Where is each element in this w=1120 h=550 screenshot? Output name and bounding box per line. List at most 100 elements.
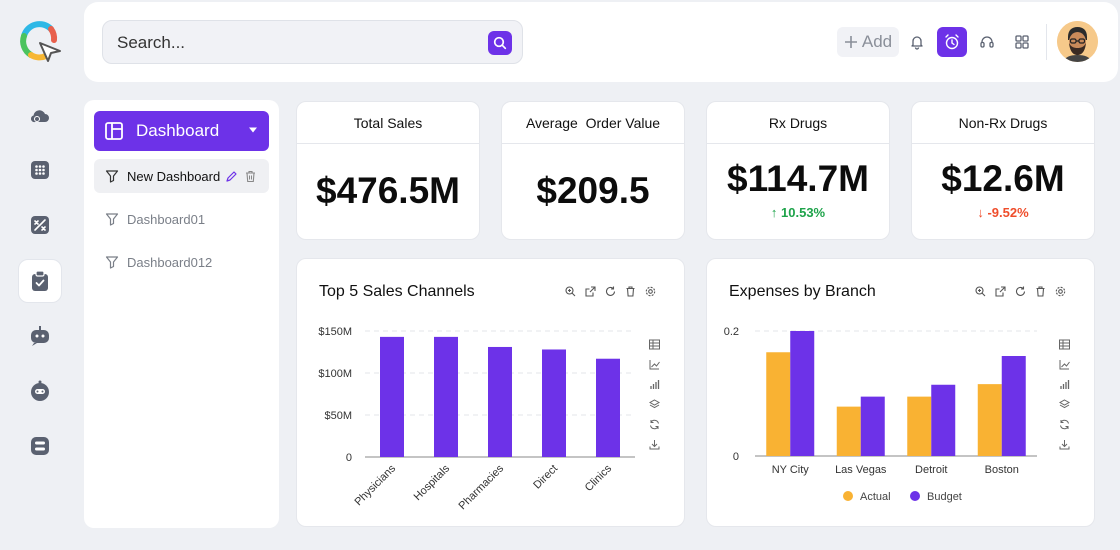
apps-button[interactable] bbox=[1007, 27, 1037, 57]
download-icon[interactable] bbox=[648, 438, 660, 450]
kpi-title: Average Order Value bbox=[502, 102, 684, 144]
legend-swatch bbox=[910, 491, 920, 501]
y-tick-label: 0.2 bbox=[724, 326, 739, 338]
delete-icon[interactable] bbox=[1034, 285, 1046, 297]
delete-icon[interactable] bbox=[243, 169, 257, 183]
kpi-title: Total Sales bbox=[297, 102, 479, 144]
chart-title: Expenses by Branch bbox=[729, 283, 876, 300]
open-external-icon[interactable] bbox=[994, 285, 1006, 297]
line-chart-icon[interactable] bbox=[1058, 358, 1070, 370]
y-tick-label: $50M bbox=[324, 410, 352, 422]
chart-toolbar bbox=[974, 285, 1066, 297]
rail-bot-icon[interactable] bbox=[18, 314, 62, 358]
dashboard-item-01[interactable]: Dashboard01 bbox=[94, 202, 269, 236]
kpi-change-value: -9.52% bbox=[987, 205, 1029, 220]
bar-actual bbox=[907, 396, 932, 456]
kpi-card-average-order-value: Average Order Value $209.5 bbox=[501, 101, 685, 240]
kpi-title: Rx Drugs bbox=[707, 102, 889, 144]
alarm-clock-icon bbox=[945, 34, 959, 50]
bar bbox=[380, 336, 404, 457]
zoom-icon[interactable] bbox=[974, 285, 986, 297]
bar bbox=[542, 349, 566, 457]
bar-chart-icon[interactable] bbox=[1058, 378, 1070, 390]
rail-apps-grid-icon[interactable] bbox=[18, 148, 62, 192]
search-icon bbox=[493, 36, 507, 50]
topbar-divider bbox=[1046, 24, 1047, 60]
rail-toggle-icon[interactable] bbox=[18, 424, 62, 468]
download-icon[interactable] bbox=[1058, 438, 1070, 450]
rail-clipboard-check-icon[interactable] bbox=[18, 259, 62, 303]
line-chart-icon[interactable] bbox=[648, 358, 660, 370]
refresh-icon[interactable] bbox=[1014, 285, 1026, 297]
bar bbox=[596, 358, 620, 457]
settings-icon[interactable] bbox=[644, 285, 656, 297]
dashboard-selector-label: Dashboard bbox=[136, 121, 220, 140]
edit-icon[interactable] bbox=[224, 169, 238, 183]
y-tick-label: $150M bbox=[318, 326, 352, 338]
top-bar: Add bbox=[84, 2, 1118, 82]
dashboard-item-new[interactable]: New Dashboard bbox=[94, 159, 269, 193]
kpi-change-value: 10.53% bbox=[781, 205, 826, 220]
search-input[interactable] bbox=[117, 31, 477, 55]
legend-swatch bbox=[843, 491, 853, 501]
chevron-down-icon bbox=[249, 127, 257, 133]
chart-title: Top 5 Sales Channels bbox=[319, 283, 475, 300]
app-logo[interactable] bbox=[16, 18, 62, 64]
chart-side-tools bbox=[1058, 338, 1070, 450]
left-rail bbox=[0, 0, 80, 550]
bar-budget bbox=[860, 396, 885, 456]
sync-icon[interactable] bbox=[1058, 418, 1070, 430]
layers-icon[interactable] bbox=[1058, 398, 1070, 410]
table-view-icon[interactable] bbox=[648, 338, 660, 350]
settings-icon[interactable] bbox=[1054, 285, 1066, 297]
bar-actual bbox=[766, 352, 791, 456]
kpi-card-non-rx-drugs: Non-Rx Drugs $12.6M ↓ -9.52% bbox=[911, 101, 1095, 240]
rail-cloud-icon[interactable] bbox=[18, 94, 62, 138]
rail-robot-icon[interactable] bbox=[18, 369, 62, 413]
x-tick-label: NY City bbox=[772, 464, 810, 476]
bar-actual bbox=[977, 384, 1002, 456]
arrow-up-icon: ↑ bbox=[770, 205, 778, 220]
dashboard-item-012[interactable]: Dashboard012 bbox=[94, 245, 269, 279]
avatar[interactable] bbox=[1057, 21, 1098, 62]
delete-icon[interactable] bbox=[624, 285, 636, 297]
kpi-change: ↑ 10.53% bbox=[707, 205, 889, 220]
support-button[interactable] bbox=[972, 27, 1002, 57]
kpi-value: $114.7M bbox=[727, 158, 869, 199]
x-tick-label: Direct bbox=[531, 463, 560, 492]
chart-card-expenses-by-branch: 0 0.2 NY City Las Vegas Detroit Boston Actual B… bbox=[706, 258, 1095, 527]
kpi-card-total-sales: Total Sales $476.5M bbox=[296, 101, 480, 240]
add-button[interactable]: Add bbox=[837, 27, 899, 57]
rail-board-icon[interactable] bbox=[18, 203, 62, 247]
notifications-button[interactable] bbox=[902, 27, 932, 57]
y-tick-label: 0 bbox=[346, 452, 352, 464]
bell-icon bbox=[911, 36, 923, 50]
x-tick-label: Boston bbox=[985, 464, 1019, 476]
layout-icon bbox=[105, 122, 123, 140]
bar bbox=[488, 346, 512, 457]
bar-actual bbox=[836, 406, 861, 456]
zoom-icon[interactable] bbox=[564, 285, 576, 297]
filter-icon bbox=[105, 256, 119, 269]
expenses-by-branch-chart: 0 0.2 NY City Las Vegas Detroit Boston Actual B… bbox=[724, 326, 1037, 503]
search-button[interactable] bbox=[488, 31, 512, 55]
chart-side-tools bbox=[648, 338, 660, 450]
dashboard-selector[interactable]: Dashboard bbox=[94, 111, 269, 151]
bar-chart-icon[interactable] bbox=[648, 378, 660, 390]
search-box bbox=[102, 20, 523, 64]
x-tick-label: Hospitals bbox=[412, 462, 453, 503]
refresh-icon[interactable] bbox=[604, 285, 616, 297]
chart-toolbar bbox=[564, 285, 656, 297]
layers-icon[interactable] bbox=[648, 398, 660, 410]
reminders-button[interactable] bbox=[937, 27, 967, 57]
x-tick-label: Clinics bbox=[583, 462, 615, 494]
x-tick-label: Pharmacies bbox=[457, 462, 507, 512]
open-external-icon[interactable] bbox=[584, 285, 596, 297]
chart-card-sales-channels: 0 $50M $100M $150M Physicians Hospitals Pharma… bbox=[296, 258, 685, 527]
bar-budget bbox=[931, 384, 956, 456]
sync-icon[interactable] bbox=[648, 418, 660, 430]
bar bbox=[434, 336, 458, 457]
table-view-icon[interactable] bbox=[1058, 338, 1070, 350]
dashboard-item-label: New Dashboard bbox=[127, 168, 221, 184]
dashboard-item-label: Dashboard012 bbox=[127, 254, 213, 270]
